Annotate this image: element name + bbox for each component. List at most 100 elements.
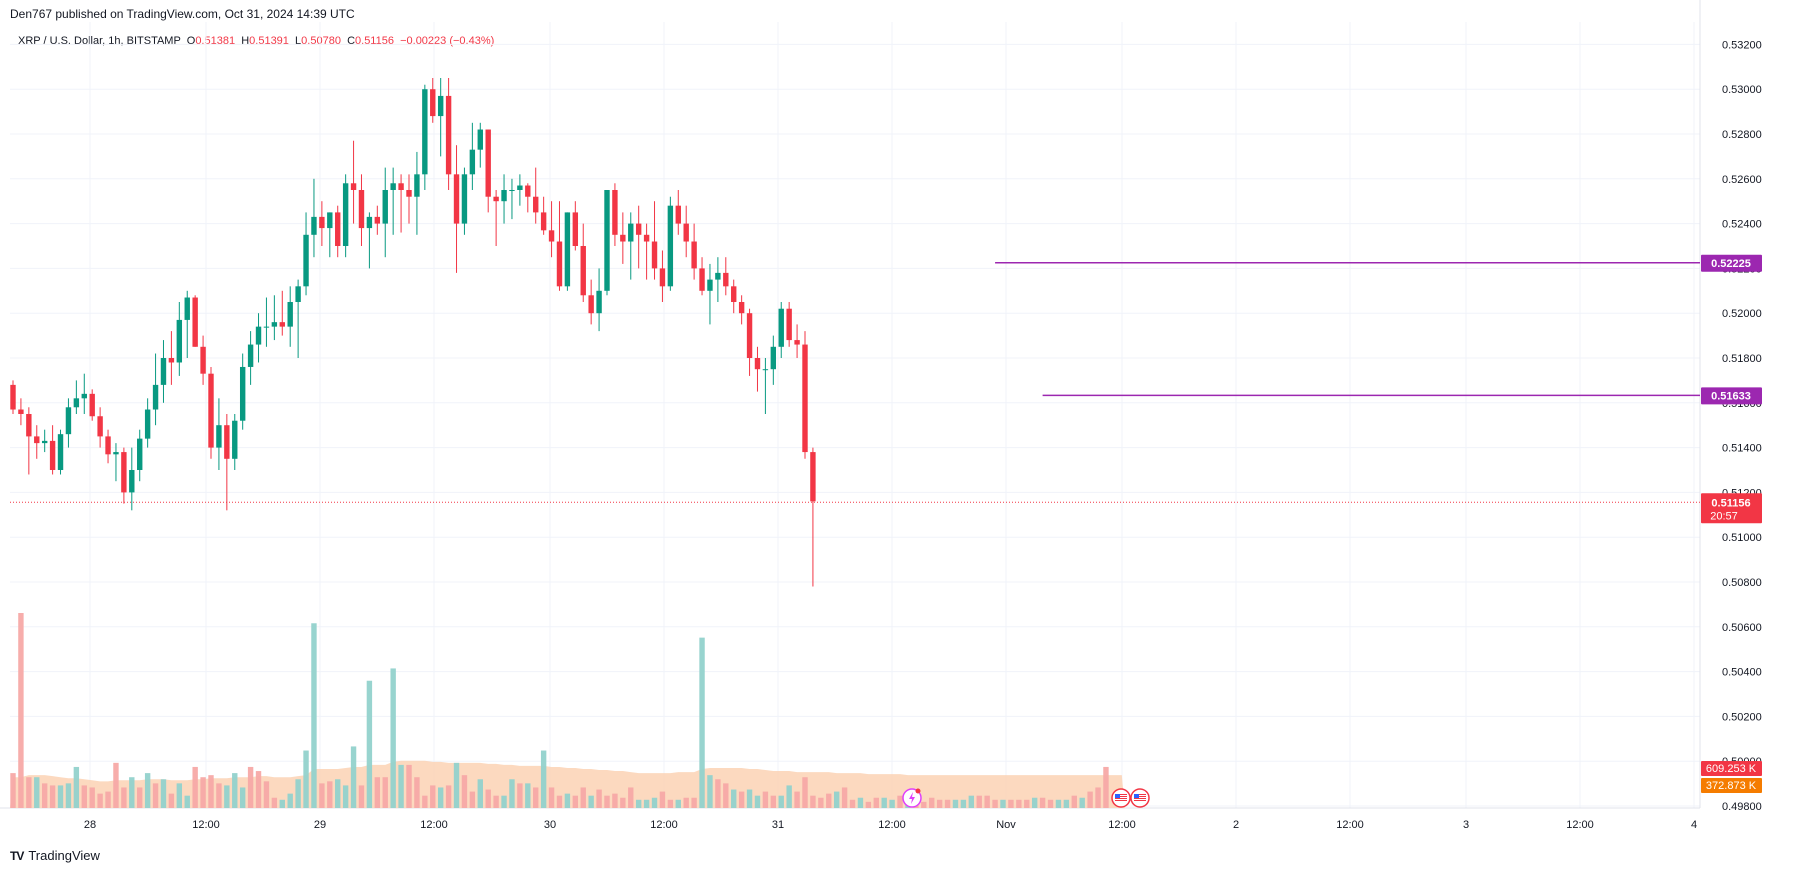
volume-bar [81, 785, 87, 808]
volume-bar [422, 795, 428, 808]
time-tick-label: 12:00 [1566, 819, 1594, 831]
candle-body [525, 185, 531, 197]
grid-lines [10, 22, 1700, 808]
candle-body [374, 216, 381, 224]
candle [572, 201, 579, 251]
candle-body [651, 241, 658, 269]
volume-bar [184, 795, 190, 808]
candle [620, 212, 626, 264]
volume-bar [26, 777, 32, 808]
candle [430, 78, 436, 123]
candle-body [295, 286, 301, 302]
volume-bar [10, 773, 16, 808]
candle-body [707, 279, 713, 291]
candle-body [548, 230, 555, 242]
candle [137, 429, 143, 482]
candle-body [770, 346, 777, 370]
volume-bar [1087, 791, 1093, 808]
price-tick-label: 0.52400 [1722, 219, 1762, 231]
time-tick-label: 2 [1233, 819, 1239, 831]
time-tick-label: 29 [314, 819, 326, 831]
candle [540, 196, 547, 235]
us-flag-icon-stripe [1115, 798, 1127, 799]
candle [778, 302, 784, 358]
us-flag-icon-stripe [1134, 794, 1146, 795]
candle [10, 380, 16, 414]
candle [295, 279, 301, 358]
tradingview-footer[interactable]: TV TradingView [10, 848, 100, 863]
volume-bar [833, 791, 840, 808]
level-label-bg [1701, 254, 1762, 272]
time-tick-label: 12:00 [420, 819, 448, 831]
volume-bar [699, 637, 705, 808]
candle-body [176, 319, 183, 363]
us-flag-icon[interactable] [1111, 788, 1131, 808]
candle [414, 151, 420, 235]
price-tick-label: 0.52600 [1722, 174, 1762, 186]
candle [786, 302, 792, 347]
candle [144, 398, 151, 448]
candle [604, 190, 610, 296]
level-label-bg [1701, 387, 1762, 405]
candle [311, 178, 317, 258]
candle-body [509, 190, 515, 191]
candle-body [746, 313, 753, 358]
candle-body [422, 89, 428, 175]
candle-body [342, 183, 349, 246]
candle [715, 257, 721, 302]
volume-bar [493, 795, 499, 808]
volume-bar [731, 789, 737, 808]
candle [239, 353, 246, 430]
candle [770, 335, 777, 385]
candle-body [200, 346, 206, 374]
candle-body [73, 398, 80, 408]
candle [358, 174, 365, 246]
volume-bar [152, 783, 159, 808]
volume-bar [232, 773, 238, 808]
candle [97, 407, 103, 448]
candle-body [152, 384, 159, 410]
volume-bar [398, 764, 404, 808]
candle [121, 447, 127, 504]
candle-body [121, 452, 127, 493]
candle [18, 398, 24, 426]
candle [683, 205, 689, 258]
candle-body [580, 246, 586, 296]
candle [651, 201, 658, 280]
time-tick-label: 31 [772, 819, 784, 831]
volume-bar [873, 797, 879, 808]
volume-bar [200, 777, 206, 808]
lightning-icon[interactable] [902, 788, 922, 808]
volume-bar [1095, 787, 1101, 808]
candle-body [810, 452, 816, 502]
candle [437, 78, 444, 157]
volume-bar [548, 787, 555, 808]
candle [382, 167, 388, 258]
candle-body [477, 129, 483, 150]
us-flag-icon[interactable] [1130, 788, 1150, 808]
candle [89, 389, 95, 421]
candle-body [303, 234, 309, 287]
candle-body [97, 416, 103, 437]
candle [81, 373, 87, 414]
candle-body [540, 212, 547, 231]
candle-body [247, 344, 254, 367]
countdown-label: 20:57 [1710, 510, 1738, 522]
volume-bar [1031, 797, 1038, 808]
candle-body [358, 190, 365, 229]
volume-bar [73, 766, 80, 808]
time-tick-label: 28 [84, 819, 96, 831]
volume-bar [865, 801, 872, 808]
volume-bar [525, 783, 531, 808]
candle [723, 257, 729, 296]
volume-ma-label-bg [1701, 778, 1762, 793]
candle [754, 346, 761, 392]
time-tick-label: 4 [1691, 819, 1697, 831]
candle-body [255, 326, 262, 345]
candle-body [683, 223, 689, 242]
candle-body [533, 196, 539, 213]
price-tick-label: 0.53000 [1722, 84, 1762, 96]
volume-bar [216, 783, 222, 808]
volume-bar [208, 775, 214, 808]
